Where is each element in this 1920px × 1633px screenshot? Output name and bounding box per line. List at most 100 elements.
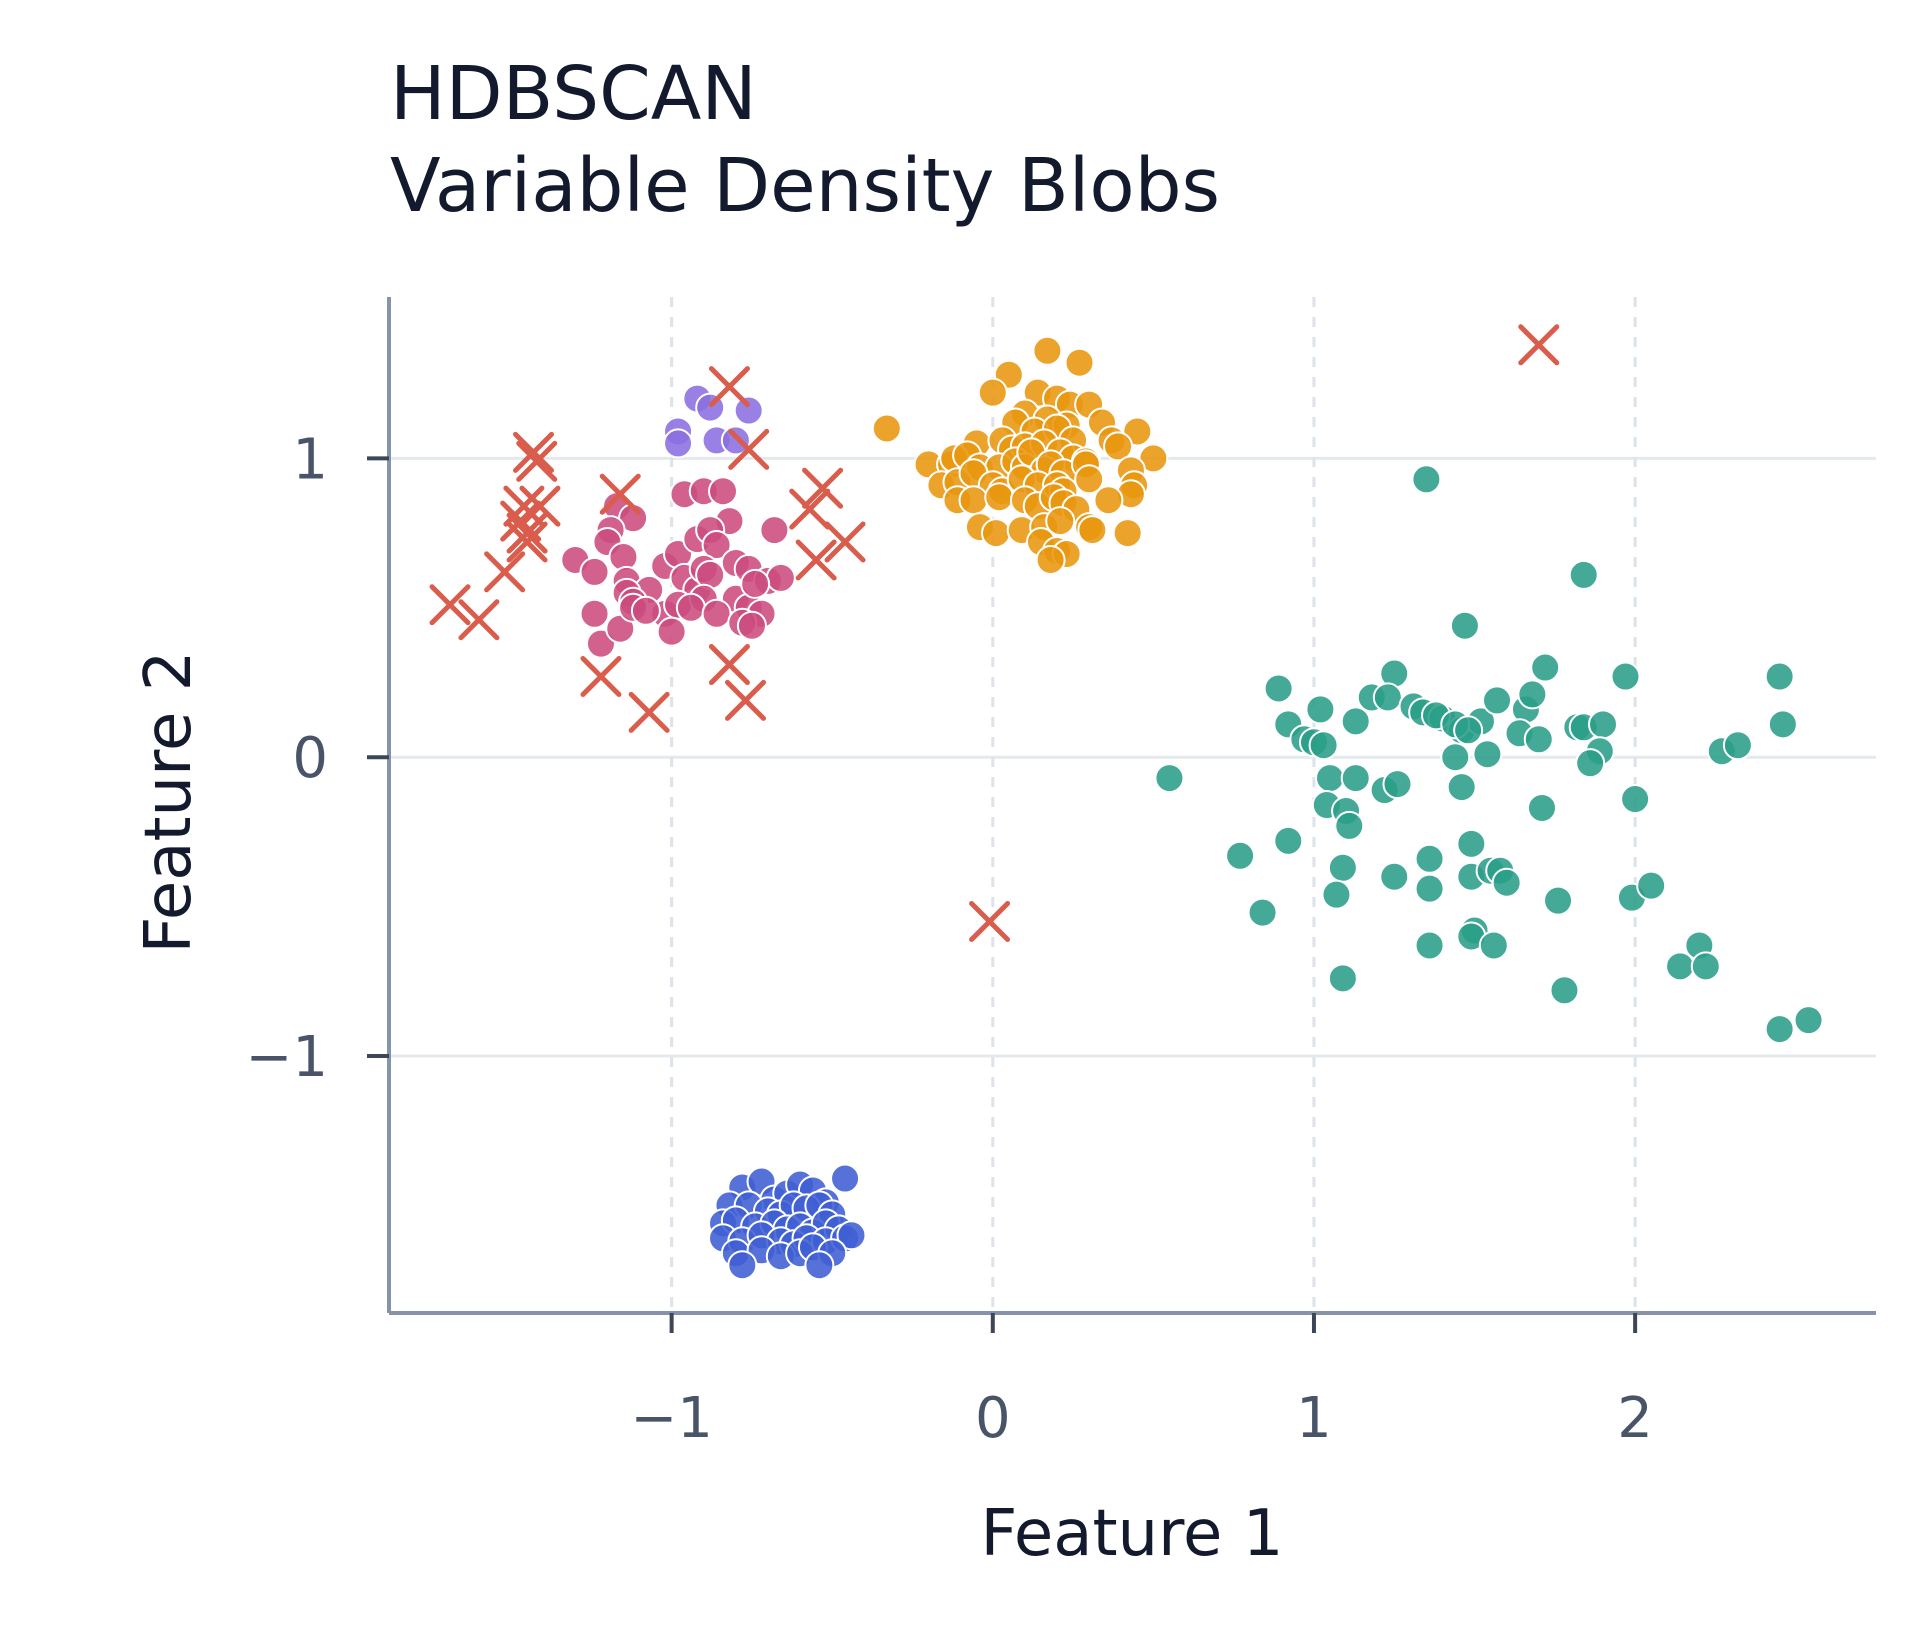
cluster-green-point — [1379, 861, 1410, 892]
y-axis-label: Feature 2 — [132, 651, 206, 954]
noise-point-marker — [506, 512, 548, 554]
noise-point-marker — [824, 521, 866, 563]
cluster-green-point — [1411, 464, 1442, 495]
cluster-green-point — [1472, 739, 1503, 770]
cluster-green-point — [1273, 825, 1304, 856]
cluster-green-point — [1315, 763, 1346, 794]
cluster-green-point — [1247, 897, 1278, 928]
cluster-green-point — [1620, 784, 1651, 815]
noise-point-marker — [506, 521, 548, 563]
cluster-green-point — [1767, 709, 1798, 740]
x-tick-label: −1 — [630, 1386, 713, 1451]
cluster-magenta-point — [701, 598, 732, 629]
cluster-magenta-point — [630, 595, 661, 626]
cluster-green-point — [1636, 870, 1667, 901]
cluster-green-point — [1340, 763, 1371, 794]
points-layer — [429, 324, 1824, 1281]
cluster-magenta-point — [765, 562, 796, 593]
cluster-blue-point — [804, 1250, 835, 1281]
cluster-green-point — [1414, 930, 1445, 961]
noise-point-marker — [580, 656, 622, 698]
noise-point-marker — [484, 551, 526, 593]
cluster-green-point — [1575, 748, 1606, 779]
cluster-orange-point — [1077, 515, 1108, 546]
x-tick-label: 2 — [1617, 1386, 1653, 1451]
cluster-green-point — [1543, 885, 1574, 916]
cluster-green-point — [1523, 724, 1554, 755]
cluster-orange-point — [1045, 506, 1076, 537]
noise-point-marker — [708, 366, 750, 408]
cluster-orange-point — [981, 518, 1012, 549]
cluster-purple-point — [733, 395, 764, 426]
cluster-green-point — [1327, 963, 1358, 994]
cluster-green-point — [1321, 879, 1352, 910]
cluster-green-point — [1154, 763, 1185, 794]
cluster-green-point — [1334, 810, 1365, 841]
noise-point-marker — [516, 440, 558, 482]
cluster-orange-point — [1074, 464, 1105, 495]
y-tick-label: 0 — [292, 726, 328, 791]
chart-title: HDBSCAN — [390, 51, 757, 137]
cluster-green-point — [1308, 730, 1339, 761]
cluster-magenta-point — [579, 556, 610, 587]
cluster-green-point — [1793, 1005, 1824, 1036]
cluster-orange-point — [958, 485, 989, 516]
cluster-purple-point — [720, 425, 751, 456]
noise-point-marker — [513, 431, 555, 473]
cluster-orange-point — [1035, 544, 1066, 575]
cluster-green-point — [1610, 661, 1641, 692]
cluster-green-point — [1453, 715, 1484, 746]
cluster-green-point — [1305, 694, 1336, 725]
cluster-orange-point — [1093, 485, 1124, 516]
cluster-green-point — [1446, 772, 1477, 803]
cluster-orange-point — [977, 377, 1008, 408]
noise-point-marker — [728, 428, 770, 470]
cluster-green-point — [1340, 706, 1371, 737]
cluster-magenta-point — [579, 598, 610, 629]
cluster-green-point — [1456, 828, 1487, 859]
noise-point-marker — [724, 679, 766, 721]
cluster-orange-point — [1112, 518, 1143, 549]
noise-point-marker — [789, 488, 831, 530]
cluster-green-point — [1588, 709, 1619, 740]
noise-point-marker — [429, 584, 471, 626]
y-tick-label: −1 — [245, 1025, 328, 1090]
cluster-green-point — [1764, 1014, 1795, 1045]
noise-point-marker — [599, 473, 641, 515]
cluster-green-point — [1440, 742, 1471, 773]
cluster-green-point — [1549, 975, 1580, 1006]
cluster-magenta-point — [759, 515, 790, 546]
axes-layer: −1 0 1 2 −1 0 1 — [245, 297, 1876, 1451]
cluster-purple-point — [663, 428, 694, 459]
cluster-green-point — [1690, 951, 1721, 982]
cluster-blue-point — [830, 1163, 861, 1194]
cluster-orange-point — [871, 413, 902, 444]
cluster-blue-point — [836, 1220, 867, 1251]
noise-point-marker — [1518, 324, 1560, 366]
cluster-green-point — [1530, 652, 1561, 683]
cluster-green-point — [1478, 930, 1509, 961]
cluster-green-point — [1414, 873, 1445, 904]
cluster-green-point — [1568, 559, 1599, 590]
x-tick-label: 0 — [975, 1386, 1011, 1451]
cluster-green-point — [1382, 769, 1413, 800]
cluster-magenta-point — [656, 616, 687, 647]
cluster-green-point — [1225, 840, 1256, 871]
chart-subtitle: Variable Density Blobs — [390, 143, 1221, 229]
noise-point-marker — [969, 901, 1011, 943]
y-tick-label: 1 — [292, 427, 328, 492]
cluster-orange-point — [984, 482, 1015, 513]
cluster-green-point — [1449, 610, 1480, 641]
cluster-magenta-point — [675, 592, 706, 623]
cluster-green-point — [1327, 852, 1358, 883]
cluster-green-point — [1764, 661, 1795, 692]
cluster-green-point — [1482, 685, 1513, 716]
noise-point-marker — [708, 644, 750, 686]
x-tick-label: 1 — [1296, 1386, 1332, 1451]
chart-title-block: HDBSCAN Variable Density Blobs — [390, 48, 1220, 232]
noise-point-marker — [628, 691, 670, 733]
cluster-magenta-point — [701, 530, 732, 561]
cluster-magenta-point — [740, 568, 771, 599]
